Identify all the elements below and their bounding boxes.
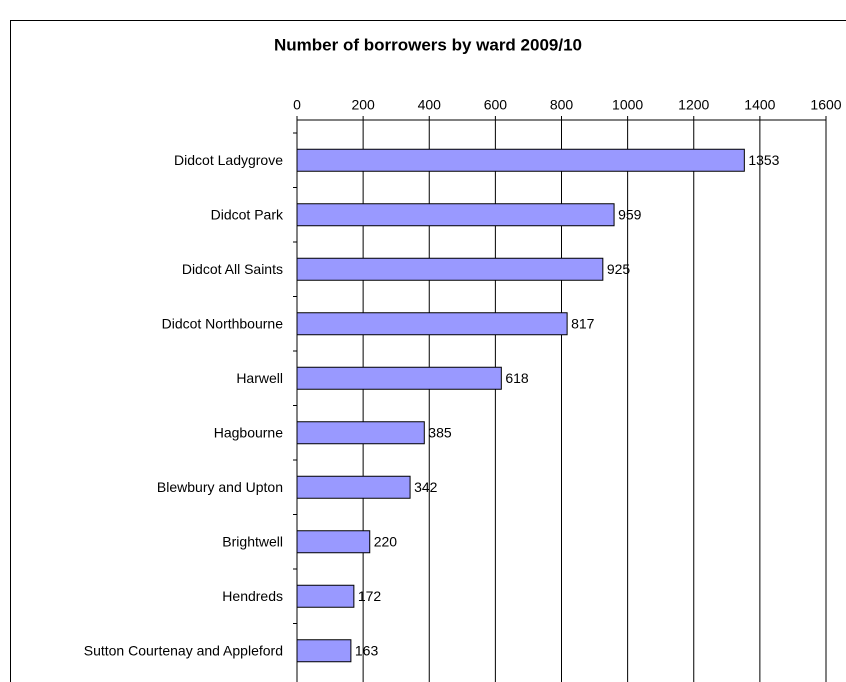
x-tick-label: 400 bbox=[418, 97, 442, 113]
y-tick-label: Didcot Ladygrove bbox=[174, 152, 283, 168]
bar bbox=[296, 312, 568, 336]
data-label: 959 bbox=[618, 206, 642, 222]
data-label: 385 bbox=[428, 424, 452, 440]
data-label: 618 bbox=[505, 370, 529, 386]
y-tick-label: Didcot Park bbox=[211, 206, 284, 222]
y-tick-label: Hagbourne bbox=[214, 424, 283, 440]
data-label: 172 bbox=[358, 588, 382, 604]
chart-border bbox=[10, 20, 846, 682]
data-label: 1353 bbox=[748, 152, 779, 168]
bar bbox=[296, 257, 604, 281]
x-tick-label: 1600 bbox=[810, 97, 841, 113]
data-label: 220 bbox=[374, 533, 398, 549]
bar bbox=[296, 148, 745, 172]
x-tick-label: 1400 bbox=[744, 97, 775, 113]
data-label: 817 bbox=[571, 315, 595, 331]
bar bbox=[296, 530, 371, 554]
bar bbox=[296, 475, 411, 499]
x-tick-label: 600 bbox=[484, 97, 508, 113]
y-tick-label: Didcot All Saints bbox=[182, 261, 283, 277]
y-tick-label: Blewbury and Upton bbox=[157, 479, 283, 495]
data-label: 925 bbox=[607, 261, 631, 277]
y-tick-label: Didcot Northbourne bbox=[162, 315, 284, 331]
data-label: 163 bbox=[355, 642, 379, 658]
chart-title: Number of borrowers by ward 2009/10 bbox=[274, 35, 582, 54]
y-tick-label: Hendreds bbox=[222, 588, 283, 604]
bar bbox=[296, 584, 355, 608]
bar bbox=[296, 366, 502, 390]
x-tick-label: 0 bbox=[293, 97, 301, 113]
y-tick-label: Sutton Courtenay and Appleford bbox=[84, 642, 283, 658]
x-tick-label: 200 bbox=[351, 97, 375, 113]
y-tick-label: Brightwell bbox=[222, 533, 283, 549]
y-tick-label: Harwell bbox=[236, 370, 283, 386]
bar bbox=[296, 203, 615, 227]
x-tick-label: 1200 bbox=[678, 97, 709, 113]
bar bbox=[296, 421, 425, 445]
data-label: 342 bbox=[414, 479, 438, 495]
bar bbox=[296, 639, 352, 663]
x-tick-label: 1000 bbox=[612, 97, 643, 113]
x-tick-label: 800 bbox=[550, 97, 574, 113]
